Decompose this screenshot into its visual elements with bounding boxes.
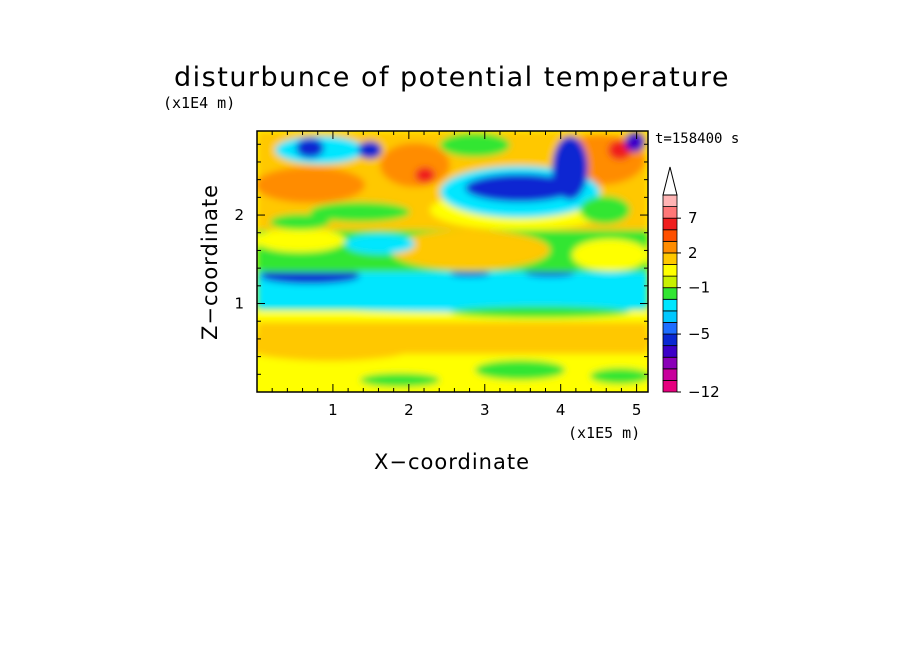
x-tick-label: 2 — [404, 401, 414, 419]
colorbar-swatch — [662, 322, 678, 335]
colorbar-swatch — [662, 368, 678, 381]
colorbar-swatch — [662, 264, 678, 277]
x-tick-label: 1 — [328, 401, 338, 419]
plot-area — [256, 130, 649, 393]
time-label: t=158400 s — [655, 131, 739, 147]
colorbar-label: 7 — [688, 209, 698, 227]
colorbar-swatch — [662, 252, 678, 265]
colorbar-swatch — [662, 275, 678, 289]
colorbar-swatch — [662, 240, 678, 254]
colorbar-swatch — [662, 356, 678, 370]
chart-title: disturbunce of potential temperature — [174, 62, 730, 93]
colorbar-swatch — [662, 380, 678, 393]
colorbar-swatch — [662, 217, 678, 231]
colorbar-swatch — [662, 206, 678, 219]
x-unit-label: (x1E5 m) — [568, 424, 640, 442]
y-axis-label: Z−coordinate — [198, 184, 222, 340]
x-tick-label: 3 — [480, 401, 490, 419]
colorbar-swatch — [662, 194, 678, 207]
colorbar-extend-arrow — [662, 166, 678, 196]
colorbar-swatch — [662, 333, 678, 347]
x-axis-label: X−coordinate — [374, 450, 530, 474]
x-tick-label: 5 — [632, 401, 642, 419]
colorbar-label: −5 — [688, 325, 710, 343]
y-tick-label: 1 — [234, 295, 244, 313]
colorbar-swatch — [662, 229, 678, 242]
colorbar-swatch — [662, 345, 678, 358]
colorbar-swatch — [662, 287, 678, 300]
y-tick-label: 2 — [234, 206, 244, 224]
colorbar-label: −12 — [688, 383, 720, 401]
colorbar-label: 2 — [688, 244, 698, 262]
colorbar — [662, 166, 678, 393]
colorbar-label: −1 — [688, 279, 710, 297]
colorbar-swatch — [662, 310, 678, 323]
y-unit-label: (x1E4 m) — [163, 94, 235, 112]
x-tick-label: 4 — [556, 401, 566, 419]
colorbar-swatch — [662, 298, 678, 312]
